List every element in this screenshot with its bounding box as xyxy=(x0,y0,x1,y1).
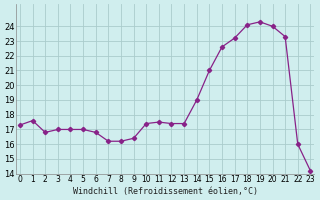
X-axis label: Windchill (Refroidissement éolien,°C): Windchill (Refroidissement éolien,°C) xyxy=(73,187,258,196)
